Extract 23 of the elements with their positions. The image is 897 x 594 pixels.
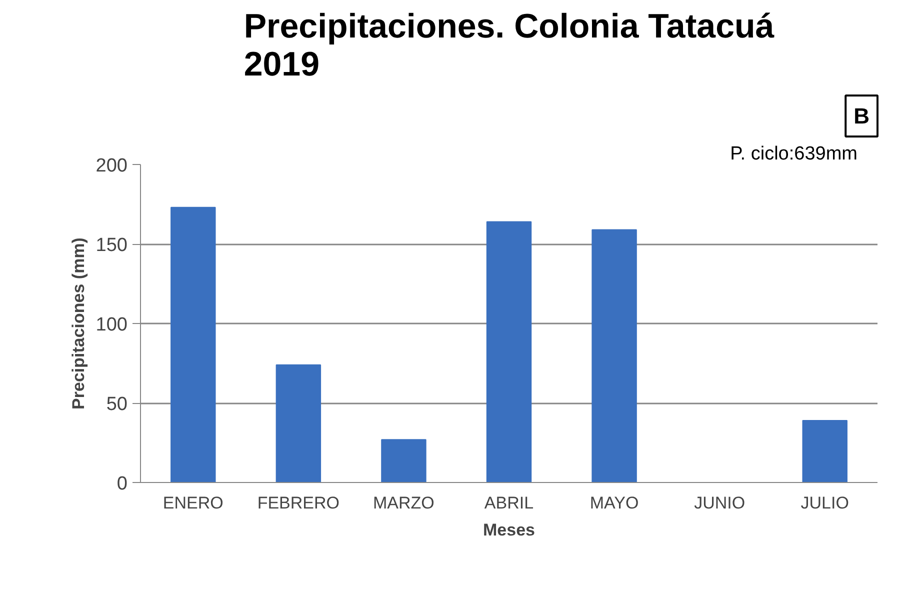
x-tick-label: ABRIL (484, 494, 534, 512)
chart-title: Precipitaciones. Colonia Tatacuá 2019 (244, 8, 774, 84)
text: P. ciclo:639mm (730, 144, 858, 164)
x-tick-label: JULIO (800, 494, 849, 512)
text: B (854, 104, 870, 128)
y-tick-label: 50 (106, 394, 128, 415)
y-tick-label: 100 (96, 314, 128, 336)
bar (802, 420, 848, 482)
x-axis-title: Meses (483, 520, 535, 540)
x-tick-label: JUNIO (694, 494, 746, 512)
y-tick-label: 0 (116, 474, 128, 494)
bar (592, 229, 637, 482)
bar (276, 364, 322, 482)
x-tick-label: FEBRERO (257, 494, 340, 512)
bar (170, 206, 216, 482)
y-tick-label: 150 (96, 235, 128, 256)
y-axis-title: Precipitaciones (mm) (68, 238, 88, 410)
bar (486, 221, 532, 482)
x-tick-label: ENERO (162, 494, 224, 512)
x-tick-label: MARZO (373, 494, 434, 512)
y-tick-label: 200 (96, 156, 128, 176)
bar (381, 439, 426, 482)
x-tick-label: MAYO (590, 494, 639, 512)
